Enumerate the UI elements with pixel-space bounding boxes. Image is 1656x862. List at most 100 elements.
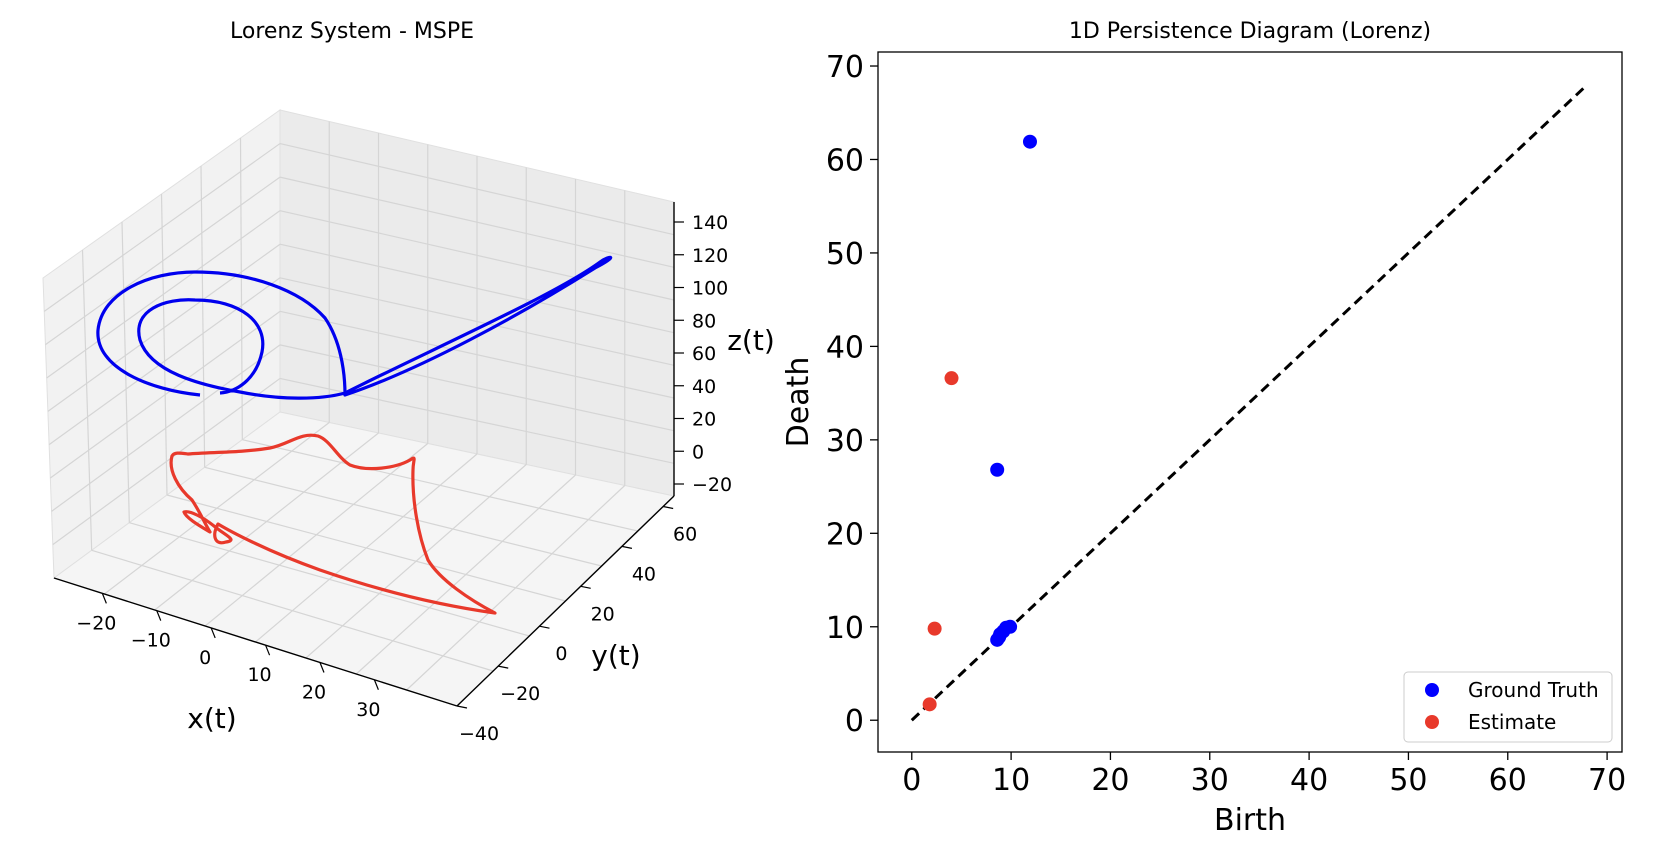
death-tick-label: 0: [845, 704, 864, 739]
y-axis-label: y(t): [591, 639, 640, 672]
death-tick-label: 10: [826, 611, 864, 646]
y-axis-label-death: Death: [781, 357, 816, 448]
x-tick-mark: [156, 610, 162, 621]
grid-z-side: [45, 176, 281, 346]
y-tick-mark: [498, 665, 509, 669]
y-tick-mark: [456, 705, 468, 709]
y-tick-label: 40: [632, 563, 656, 585]
death-tick-label: 40: [826, 330, 864, 365]
left-chart-title: Lorenz System - MSPE: [230, 19, 474, 44]
legend-label-estimate: Estimate: [1468, 710, 1556, 734]
right-chart-title: 1D Persistence Diagram (Lorenz): [1069, 19, 1431, 44]
ground-truth-point: [990, 462, 1005, 477]
grid-y-floor: [91, 549, 494, 672]
z-tick-label: 120: [692, 245, 728, 267]
x-tick-label: 0: [199, 647, 211, 669]
x-axis-line: [53, 577, 458, 707]
birth-tick-label: 30: [1191, 763, 1229, 798]
x-tick-mark: [210, 627, 216, 639]
grid-z-side: [43, 143, 281, 312]
y-axis-line: [456, 495, 675, 707]
grid-y-side: [200, 165, 206, 468]
estimate-point: [927, 621, 942, 636]
grid-z-side: [49, 310, 281, 479]
grid-y-floor: [242, 439, 638, 532]
y-tick-label: 60: [673, 524, 697, 546]
grid-z-back: [279, 243, 675, 334]
x-tick-label: 30: [356, 699, 380, 721]
y-tick-mark: [539, 625, 550, 629]
x-tick-label: 20: [302, 681, 326, 703]
grid-z-back: [279, 142, 675, 236]
x-tick-mark: [373, 679, 379, 690]
y-tick-label: −20: [500, 683, 540, 705]
x-tick-mark: [319, 662, 325, 673]
x-tick-label: −20: [76, 612, 116, 634]
grid-z-side: [48, 277, 281, 446]
death-tick-label: 50: [826, 237, 864, 272]
plot-frame: [877, 51, 1623, 753]
z-tick-label: 100: [692, 278, 728, 300]
persistence-ticks: 0 10 20 30 40 50 60 70 0 10 20 30 40 50 60 70: [826, 50, 1626, 798]
legend: Ground Truth Estimate: [1403, 671, 1613, 743]
x-tick-mark: [101, 593, 107, 604]
z-tick-label: 40: [692, 376, 716, 398]
z-tick-label: 60: [692, 343, 716, 365]
z-tick-label: −20: [692, 474, 732, 496]
legend-marker-estimate: [1425, 715, 1439, 729]
y-tick-label: 0: [555, 643, 567, 665]
grid-y-side: [160, 193, 168, 496]
grid-y-side: [81, 249, 93, 551]
legend-marker-ground-truth: [1425, 683, 1439, 697]
grid-y-floor: [204, 466, 602, 567]
z-tick-label: 20: [692, 409, 716, 431]
grid-z-side: [47, 243, 281, 412]
z-axis-label: z(t): [727, 324, 775, 357]
persistence-points: [922, 134, 1037, 712]
grid-y-side: [239, 137, 243, 440]
ticks-3d: −20−100102030−40−200204060−2002040608010…: [76, 212, 732, 745]
estimate-point: [922, 697, 937, 712]
birth-tick-label: 50: [1389, 763, 1427, 798]
x-axis-label: x(t): [187, 702, 236, 735]
y-tick-label: −40: [459, 723, 499, 745]
grid-z-back: [279, 344, 675, 432]
diagonal-line: [910, 83, 1589, 722]
birth-tick-label: 70: [1588, 763, 1626, 798]
birth-tick-label: 0: [902, 763, 921, 798]
ground-truth-point: [992, 630, 1007, 645]
y-tick-mark: [580, 585, 591, 589]
grid-z-back: [279, 210, 675, 301]
ground-truth-point: [1003, 619, 1018, 634]
y-tick-mark: [663, 505, 674, 510]
death-tick-label: 30: [826, 424, 864, 459]
grid-z-back: [279, 310, 675, 399]
x-axis-label-birth: Birth: [1214, 803, 1286, 838]
death-tick-label: 70: [826, 50, 864, 85]
legend-label-ground-truth: Ground Truth: [1468, 678, 1599, 702]
grid-z-back: [279, 277, 675, 366]
grid-z-side: [51, 344, 281, 512]
lorenz-3d-plot: Lorenz System - MSPE −20−100102030−40−20…: [42, 19, 775, 745]
grid-y-floor: [166, 494, 566, 602]
z-tick-label: 140: [692, 212, 728, 234]
grid-y-floor: [129, 522, 530, 637]
x-tick-mark: [265, 644, 271, 656]
persistence-diagram: 1D Persistence Diagram (Lorenz) 0 10 20 30 4…: [781, 19, 1626, 838]
birth-tick-label: 10: [992, 763, 1030, 798]
y-tick-mark: [621, 545, 633, 549]
birth-tick-label: 20: [1091, 763, 1129, 798]
death-tick-label: 60: [826, 143, 864, 178]
grid-z-side: [52, 377, 281, 546]
y-tick-label: 20: [591, 603, 615, 625]
estimate-point: [944, 371, 959, 386]
z-tick-label: 0: [692, 441, 704, 463]
grid-z-side: [46, 210, 281, 379]
legend-box: [1403, 671, 1613, 743]
grid-z-back: [279, 176, 675, 268]
ground-truth-trajectory: [96, 255, 613, 400]
ground-truth-point: [1022, 134, 1037, 149]
x-tick-label: −10: [131, 630, 171, 652]
